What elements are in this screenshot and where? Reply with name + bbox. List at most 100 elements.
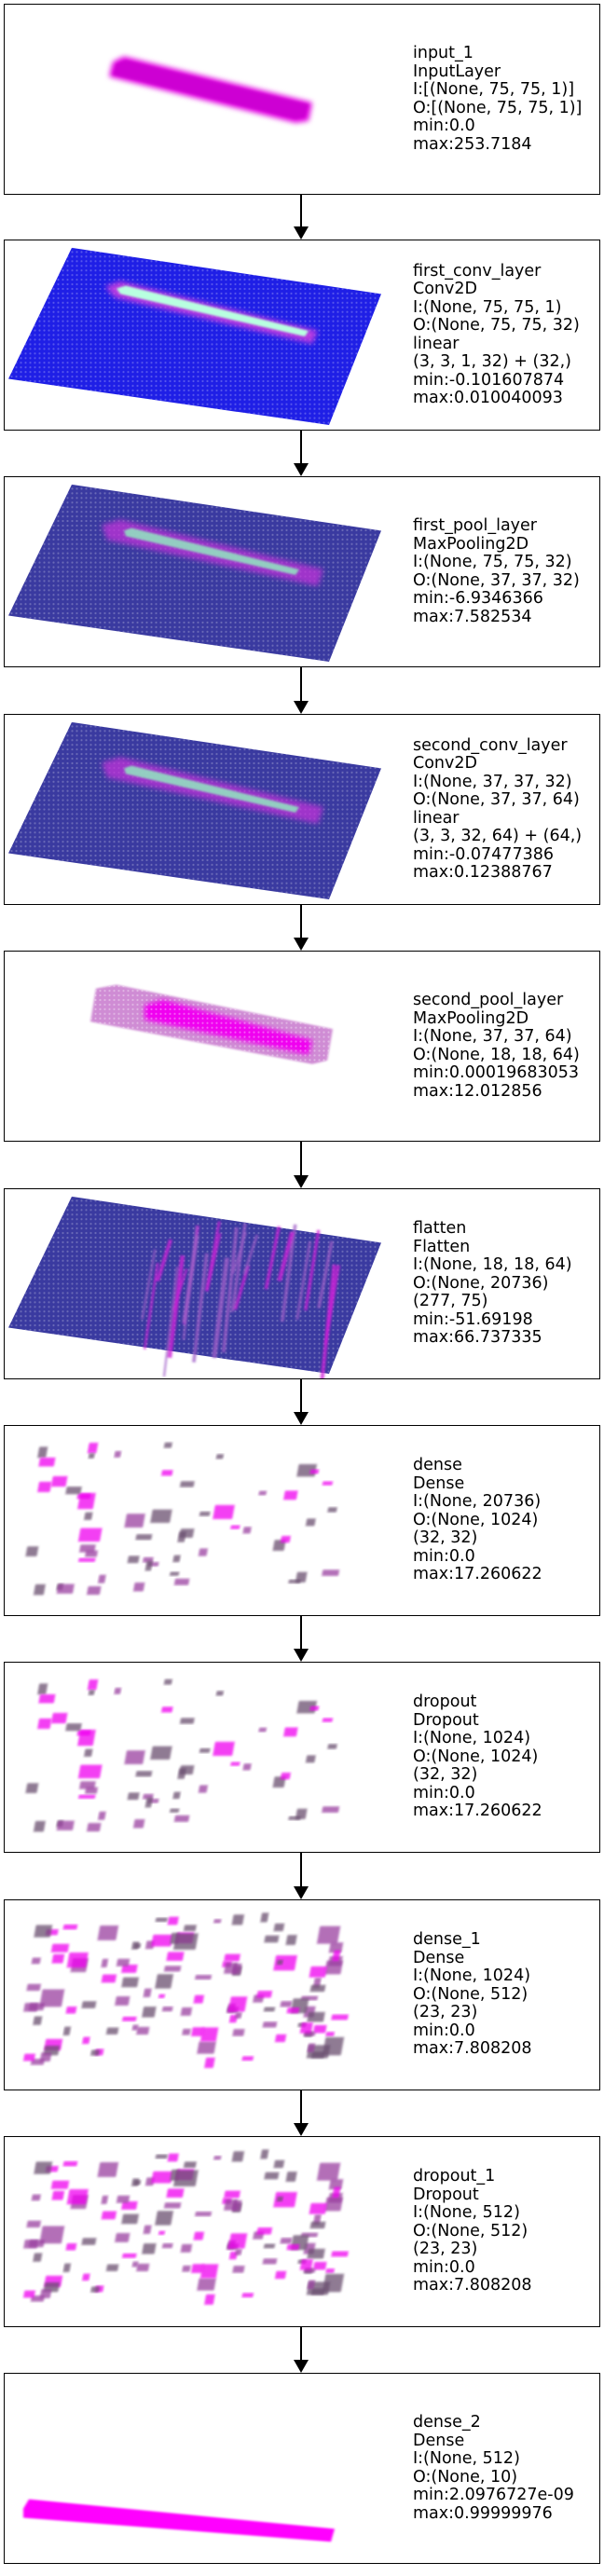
dense-activation-scatter: [25, 1679, 340, 1832]
layer-detail: (32, 32): [413, 1765, 478, 1785]
layer-detail: O:(None, 1024): [413, 1510, 539, 1529]
arrow-down-icon: [294, 1412, 309, 1425]
arrow-down-icon: [294, 1886, 309, 1899]
layer-info: flatten Flatten I:(None, 18, 18, 64) O:(Non…: [413, 1189, 599, 1378]
layer-activation-visual: [8, 247, 381, 426]
layer-detail: max:17.260622: [413, 1802, 542, 1821]
layer-node: input_1 InputLayer I:[(None, 75, 75, 1)] O:…: [4, 4, 600, 195]
flow-connector: [300, 2090, 302, 2123]
layer-detail: O:(None, 20736): [413, 1273, 549, 1293]
layer-detail: max:0.010040093: [413, 389, 563, 407]
layer-detail: linear: [413, 334, 460, 353]
layer-detail: min:-0.101607874: [413, 370, 565, 390]
flow-connector: [300, 667, 302, 701]
layer-info: dense_2 Dense I:(None, 512) O:(None, 10) min…: [413, 2374, 599, 2563]
layer-type: Dense: [413, 2431, 465, 2450]
layer-activation-visual: [22, 1912, 349, 2068]
flow-connector: [300, 1853, 302, 1886]
layer-detail: max:253.7184: [413, 134, 532, 154]
layer-detail: min:0.00019683053: [413, 1063, 580, 1082]
layer-detail: min:0.0: [413, 1546, 475, 1566]
arrow-down-icon: [294, 1175, 309, 1188]
layer-activation-visual: [25, 1442, 340, 1596]
layer-info: first_conv_layer Conv2D I:(None, 75, 75, 1…: [413, 240, 599, 430]
layer-type: Dense: [413, 1473, 465, 1493]
layer-info: input_1 InputLayer I:[(None, 75, 75, 1)] O:…: [413, 5, 599, 194]
flow-connector: [300, 1616, 302, 1649]
layer-info: dense Dense I:(None, 20736) O:(None, 1024)(…: [413, 1426, 599, 1615]
layer-detail: I:(None, 75, 75, 32): [413, 553, 572, 571]
layer-name: dense: [413, 1456, 462, 1475]
layer-info: dense_1 Dense I:(None, 1024) O:(None, 512)(…: [413, 1900, 599, 2090]
layer-activation-visual: [90, 984, 333, 1064]
layer-name: first_conv_layer: [413, 261, 542, 281]
layer-name: second_pool_layer: [413, 991, 564, 1009]
layer-activation-visual: [22, 2149, 349, 2305]
layer-name: dense_1: [413, 1930, 481, 1950]
layer-name: dropout: [413, 1692, 477, 1712]
layer-node: first_pool_layer MaxPooling2D I:(None, 75,…: [4, 476, 600, 667]
layer-detail: min:0.0: [413, 2257, 475, 2277]
layer-detail: O:(None, 1024): [413, 1747, 539, 1766]
dense-activation-scatter: [22, 2149, 349, 2305]
layer-detail: min:-6.9346366: [413, 589, 543, 608]
layer-detail: I:(None, 18, 18, 64): [413, 1255, 572, 1275]
layer-type: Dropout: [413, 1710, 479, 1730]
layer-detail: max:7.582534: [413, 607, 532, 626]
layer-activation-visual: [23, 2499, 335, 2542]
layer-detail: min:0.0: [413, 1783, 475, 1802]
layer-detail: O:(None, 10): [413, 2467, 518, 2487]
layer-detail: min:-0.07477386: [413, 844, 554, 864]
layer-detail: I:(None, 20736): [413, 1492, 542, 1512]
layer-type: MaxPooling2D: [413, 534, 529, 554]
layer-node: dense Dense I:(None, 20736) O:(None, 1024)(…: [4, 1425, 600, 1616]
layer-detail: linear: [413, 808, 460, 828]
layer-detail: I:(None, 75, 75, 1): [413, 297, 562, 317]
layer-detail: (3, 3, 1, 32) + (32,): [413, 352, 571, 371]
layer-detail: max:0.12388767: [413, 863, 553, 882]
layer-detail: O:(None, 512): [413, 1984, 528, 2004]
arrow-down-icon: [294, 938, 309, 951]
layer-info: second_pool_layer MaxPooling2D I:(None, 37…: [413, 952, 599, 1141]
layer-detail: O:(None, 37, 37, 64): [413, 790, 580, 809]
layer-type: Conv2D: [413, 280, 477, 298]
flow-connector: [300, 431, 302, 463]
flow-connector: [300, 195, 302, 226]
layer-detail: I:(None, 37, 37, 64): [413, 1027, 572, 1046]
layer-detail: max:12.012856: [413, 1081, 542, 1101]
layer-detail: max:7.808208: [413, 2276, 532, 2295]
layer-info: dropout Dropout I:(None, 1024) O:(None, 102…: [413, 1663, 599, 1852]
layer-name: second_conv_layer: [413, 735, 568, 755]
layer-detail: min:-51.69198: [413, 1309, 533, 1329]
layer-info: first_pool_layer MaxPooling2D I:(None, 75,…: [413, 477, 599, 666]
flow-connector: [300, 1142, 302, 1175]
layer-node: first_conv_layer Conv2D I:(None, 75, 75, 1…: [4, 240, 600, 431]
layer-info: dropout_1 Dropout I:(None, 512) O:(None, 51…: [413, 2137, 599, 2326]
layer-activation-visual: [8, 721, 381, 900]
layer-node: dense_2 Dense I:(None, 512) O:(None, 10) min…: [4, 2373, 600, 2564]
layer-node: second_conv_layer Conv2D I:(None, 37, 37, …: [4, 714, 600, 905]
layer-node: dropout_1 Dropout I:(None, 512) O:(None, 51…: [4, 2136, 600, 2327]
layer-detail: I:[(None, 75, 75, 1)]: [413, 80, 575, 99]
arrow-down-icon: [294, 2360, 309, 2373]
layer-detail: (3, 3, 32, 64) + (64,): [413, 827, 583, 845]
arrow-down-icon: [294, 463, 309, 476]
layer-name: input_1: [413, 44, 474, 62]
layer-type: Dropout: [413, 2185, 479, 2204]
layer-detail: I:(None, 1024): [413, 1966, 531, 1986]
layer-name: dropout_1: [413, 2167, 496, 2186]
layer-detail: min:0.0: [413, 2021, 475, 2040]
layer-type: Conv2D: [413, 754, 477, 773]
layer-detail: I:(None, 512): [413, 2449, 520, 2468]
flow-connector: [300, 1379, 302, 1412]
layer-detail: (32, 32): [413, 1528, 478, 1548]
layer-node: dense_1 Dense I:(None, 1024) O:(None, 512)(…: [4, 1899, 600, 2090]
flatten-streaks: [141, 1221, 340, 1378]
layer-activation-visual: [8, 1196, 381, 1378]
dense-activation-scatter: [25, 1442, 340, 1596]
arrow-down-icon: [294, 2123, 309, 2136]
arrow-down-icon: [294, 226, 309, 240]
layer-info: second_conv_layer Conv2D I:(None, 37, 37, …: [413, 715, 599, 904]
layer-activation-visual: [8, 484, 381, 663]
layer-detail: O:(None, 18, 18, 64): [413, 1045, 580, 1064]
